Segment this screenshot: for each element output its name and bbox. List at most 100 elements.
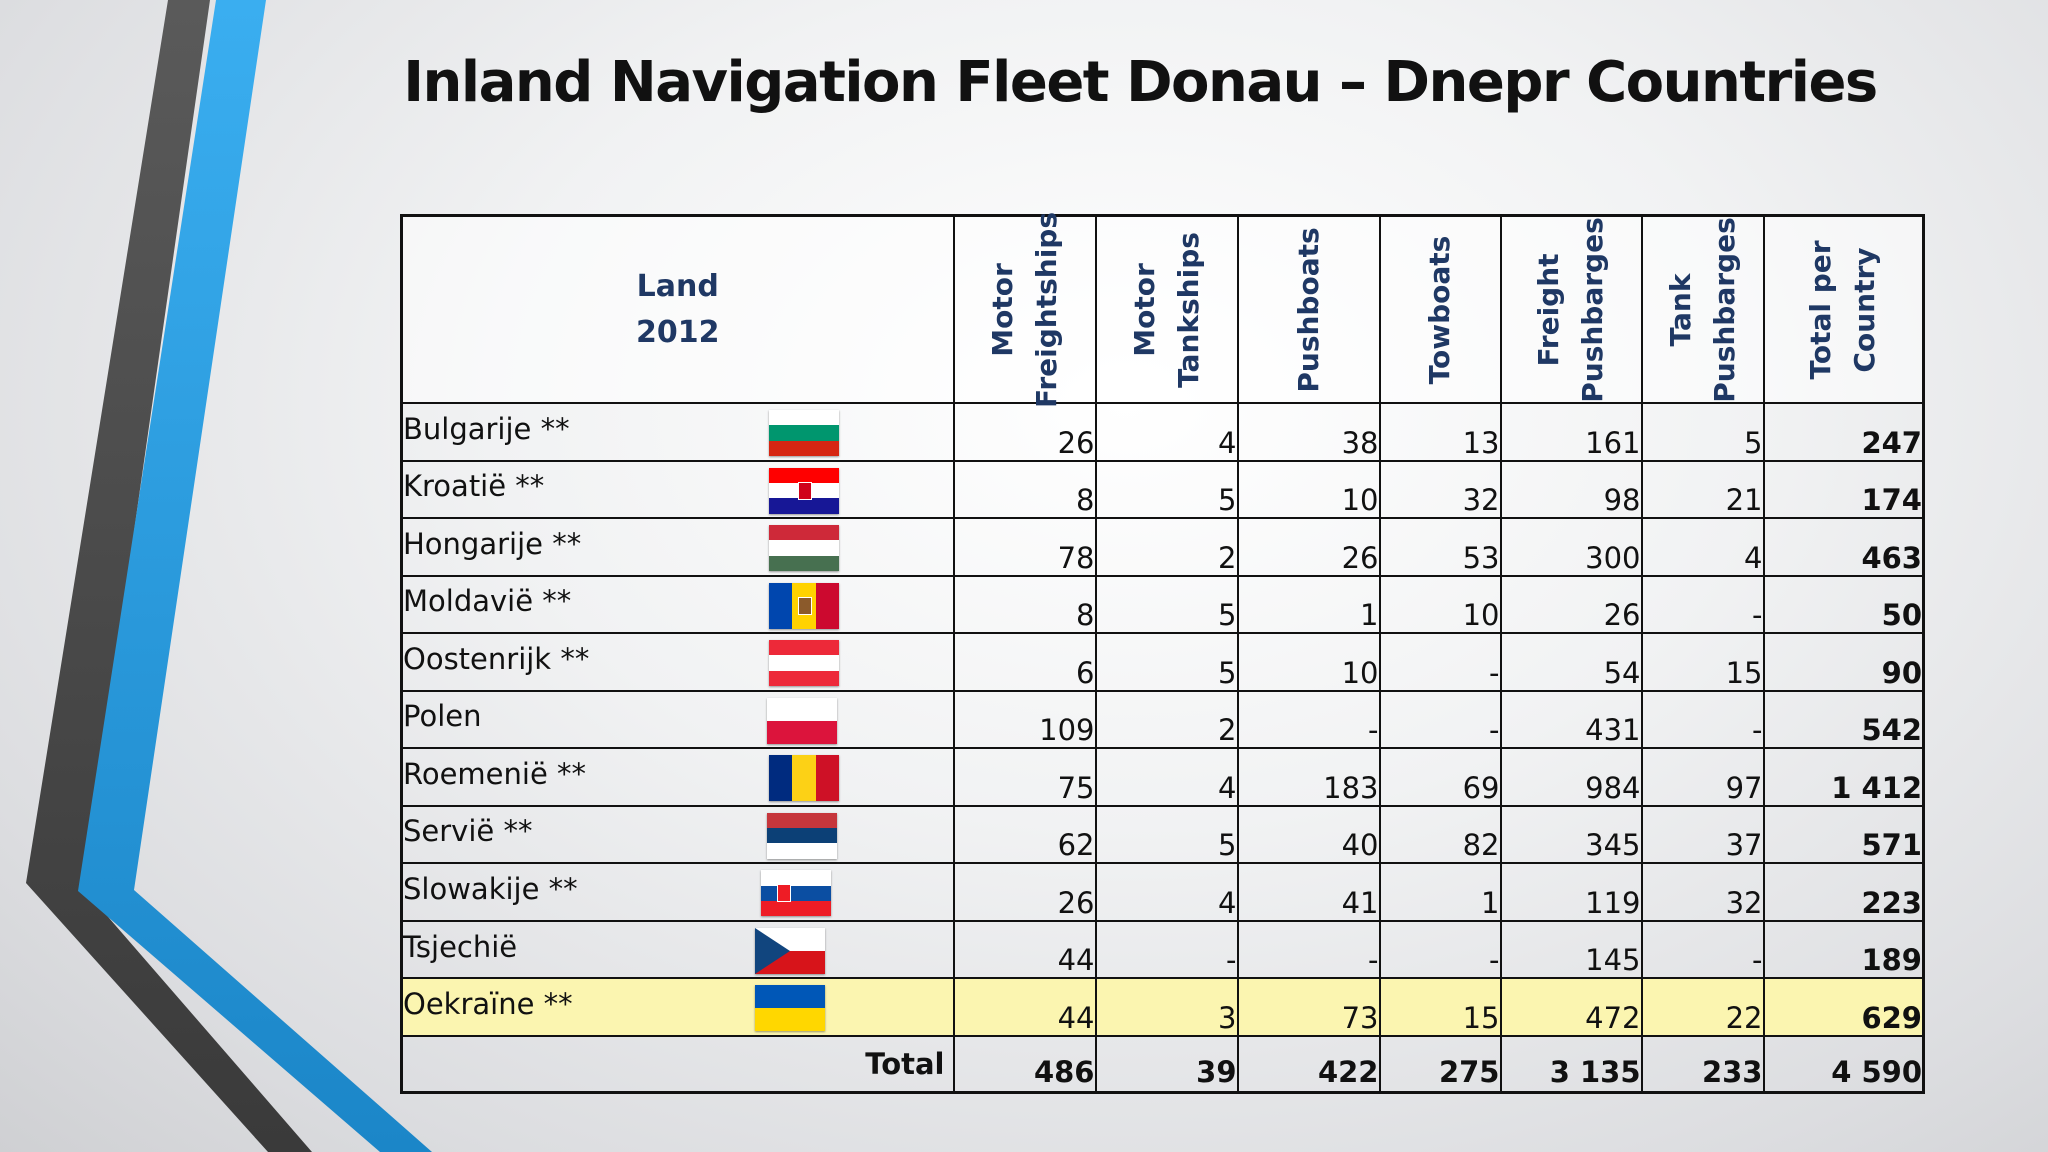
country-name: Kroatië ** (403, 469, 545, 504)
fleet-table: Land 2012 Motor Freightships Motor Tankshi… (400, 212, 1925, 1094)
row-total-cell: 174 (1762, 459, 1925, 520)
col-header-line1: Freight (1532, 252, 1565, 367)
table-row: Hongarije ** 78 2 26 53 300 4 463 (400, 517, 1925, 577)
flag-poland-icon (767, 697, 837, 744)
row-total-cell: 542 (1762, 689, 1925, 750)
country-name: Moldavië ** (403, 584, 572, 619)
dark-stripe (26, 0, 312, 1152)
row-total-cell: 189 (1762, 919, 1925, 980)
value-cell: 26 (1499, 574, 1643, 635)
flag-hungary-icon (769, 525, 839, 572)
value-cell: 97 (1640, 747, 1765, 807)
value-cell: - (1378, 689, 1502, 750)
value-cell: 10 (1236, 459, 1381, 520)
value-cell: 32 (1640, 862, 1765, 922)
country-name: Roemenië ** (403, 756, 587, 791)
col-header-freight-pushbarges: Freight Pushbarges (1499, 214, 1643, 404)
value-cell: 4 (1094, 402, 1239, 462)
value-cell: 161 (1499, 402, 1643, 462)
total-label: Total (400, 1035, 955, 1094)
value-cell: 5 (1094, 459, 1239, 520)
value-cell: 62 (952, 804, 1097, 865)
value-cell: 6 (952, 632, 1097, 692)
total-cell: 422 (1236, 1035, 1381, 1094)
col-header-line1: Motor (1127, 262, 1161, 357)
value-cell: 26 (952, 402, 1097, 462)
value-cell: - (1378, 632, 1502, 692)
country-name: Oostenrijk ** (403, 641, 590, 676)
total-cell: 39 (1094, 1035, 1239, 1094)
value-cell: - (1236, 689, 1381, 750)
table-row: Oostenrijk ** 6 5 10-54 15 90 (400, 632, 1925, 692)
row-total-cell: 629 (1762, 977, 1925, 1037)
land-header: Land 2012 (400, 214, 955, 404)
col-header-towboats: Towboats (1378, 214, 1502, 404)
country-cell: Slowakije ** (400, 862, 955, 922)
col-header-line2: Tankships (1171, 231, 1205, 388)
value-cell: 54 (1499, 632, 1643, 692)
value-cell: 73 (1236, 977, 1381, 1037)
col-header-line1: Tank (1663, 273, 1697, 346)
country-cell: Servië ** (400, 804, 955, 865)
total-cell: 486 (952, 1035, 1097, 1094)
value-cell: 5 (1094, 804, 1239, 865)
value-cell: 4 (1094, 747, 1239, 807)
value-cell: 26 (1236, 517, 1381, 577)
col-header-total-per-country: Total per Country (1762, 214, 1925, 404)
value-cell: 53 (1378, 517, 1502, 577)
value-cell: 69 (1378, 747, 1502, 807)
land-header-year: 2012 (636, 314, 720, 350)
blue-stripe (78, 0, 432, 1152)
row-total-cell: 1 412 (1762, 747, 1925, 807)
table-row: Oekraïne ** 44 3 73 15 472 22 629 (400, 977, 1925, 1037)
flag-bulgaria-icon (769, 410, 839, 456)
row-total-cell: 463 (1762, 517, 1925, 577)
country-cell: Oostenrijk ** (400, 632, 955, 692)
value-cell: - (1640, 919, 1765, 980)
table-row: Bulgarije ** 26 4 38 13 161 5 247 (400, 402, 1925, 462)
value-cell: 15 (1378, 977, 1502, 1037)
value-cell: - (1640, 689, 1765, 750)
value-cell: 13 (1378, 402, 1502, 462)
table-row: Tsjechië 44- - -145-189 (400, 919, 1925, 980)
table-row: Kroatië ** 8 5 10 32 98 21 174 (400, 459, 1925, 520)
flag-slovakia-icon (761, 870, 831, 917)
country-cell: Hongarije ** (400, 517, 955, 577)
row-total-cell: 247 (1762, 402, 1925, 462)
value-cell: 4 (1094, 862, 1239, 922)
country-name: Polen (403, 699, 482, 734)
country-name: Slowakije ** (403, 872, 578, 907)
flag-romania-icon (769, 755, 839, 802)
value-cell: 5 (1640, 402, 1765, 462)
value-cell: 8 (952, 459, 1097, 520)
country-cell: Moldavië ** (400, 574, 955, 635)
country-name: Servië ** (403, 814, 533, 849)
value-cell: 37 (1640, 804, 1765, 865)
row-total-cell: 90 (1762, 632, 1925, 692)
value-cell: 2 (1094, 517, 1239, 577)
value-cell: 10 (1236, 632, 1381, 692)
header-row: Land 2012 Motor Freightships Motor Tankshi… (400, 212, 1925, 408)
value-cell: 4 (1640, 517, 1765, 577)
total-cell: 233 (1640, 1035, 1765, 1094)
col-header-pushboats: Pushboats (1236, 214, 1381, 404)
value-cell: 109 (952, 689, 1097, 750)
col-header-line2: Freightships (1029, 211, 1063, 408)
value-cell: 5 (1094, 632, 1239, 692)
col-header-line2: Country (1848, 246, 1882, 373)
total-cell: 3 135 (1499, 1035, 1643, 1094)
flag-serbia-icon (767, 812, 837, 859)
value-cell: 38 (1236, 402, 1381, 462)
grand-total-cell: 4 590 (1762, 1035, 1925, 1094)
country-name: Oekraïne ** (403, 987, 573, 1022)
country-name: Bulgarije ** (403, 411, 570, 446)
value-cell: - (1236, 919, 1381, 980)
row-total-cell: 223 (1762, 862, 1925, 922)
value-cell: 41 (1236, 862, 1381, 922)
col-header-line1: Towboats (1423, 235, 1456, 384)
country-cell: Oekraïne ** (400, 977, 955, 1037)
value-cell: 40 (1236, 804, 1381, 865)
value-cell: 21 (1640, 459, 1765, 520)
col-header-line1: Motor (985, 262, 1019, 357)
